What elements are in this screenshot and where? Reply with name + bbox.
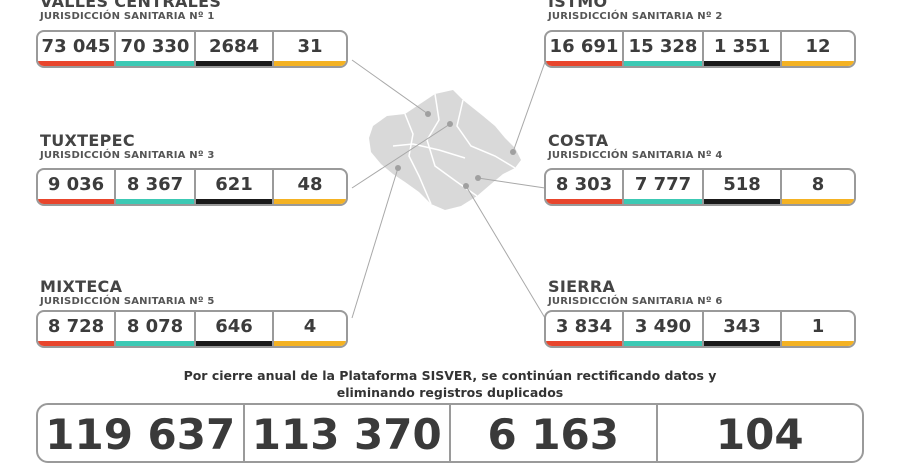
stats-istmo: 16 691 15 328 1 351 12 (544, 30, 856, 68)
stat-active: 8 (782, 170, 854, 204)
stat-recovered: 3 490 (624, 312, 704, 346)
stat-confirmed: 8 728 (38, 312, 116, 346)
stat-active: 12 (782, 32, 854, 66)
region-valles-centrales: VALLES CENTRALES JURISDICCIÓN SANITARIA … (40, 0, 221, 23)
stat-deaths: 646 (196, 312, 274, 346)
region-name: COSTA (548, 131, 609, 150)
oaxaca-map (369, 90, 521, 210)
region-name: VALLES CENTRALES (40, 0, 222, 11)
stat-deaths: 343 (704, 312, 782, 346)
region-costa: COSTA JURISDICCIÓN SANITARIA Nº 4 (548, 132, 723, 162)
stat-confirmed: 9 036 (38, 170, 116, 204)
region-name: TUXTEPEC (40, 131, 135, 150)
stat-active: 4 (274, 312, 346, 346)
stats-tuxtepec: 9 036 8 367 621 48 (36, 168, 348, 206)
region-mixteca: MIXTECA JURISDICCIÓN SANITARIA Nº 5 (40, 278, 215, 308)
stats-costa: 8 303 7 777 518 8 (544, 168, 856, 206)
stats-sierra: 3 834 3 490 343 1 (544, 310, 856, 348)
total-recovered: 113 370 (245, 405, 451, 461)
stat-deaths: 2684 (196, 32, 274, 66)
stats-valles-centrales: 73 045 70 330 2684 31 (36, 30, 348, 68)
region-jurisdiction: JURISDICCIÓN SANITARIA Nº 5 (40, 296, 215, 307)
stat-recovered: 15 328 (624, 32, 704, 66)
sisver-notice: Por cierre anual de la Plataforma SISVER… (0, 367, 900, 401)
region-jurisdiction: JURISDICCIÓN SANITARIA Nº 2 (548, 11, 723, 22)
total-active: 104 (715, 410, 804, 459)
state-totals: 119 637 113 370 6 163 104 (36, 403, 864, 463)
region-jurisdiction: JURISDICCIÓN SANITARIA Nº 6 (548, 296, 723, 307)
region-jurisdiction: JURISDICCIÓN SANITARIA Nº 1 (40, 11, 215, 22)
notice-line-1: Por cierre anual de la Plataforma SISVER… (183, 368, 717, 383)
total-deaths: 6 163 (451, 405, 658, 461)
region-istmo: ISTMO JURISDICCIÓN SANITARIA Nº 2 (548, 0, 723, 23)
stat-confirmed: 16 691 (546, 32, 624, 66)
region-name: MIXTECA (40, 277, 123, 296)
stat-recovered: 70 330 (116, 32, 196, 66)
region-jurisdiction: JURISDICCIÓN SANITARIA Nº 4 (548, 150, 723, 161)
map-shape (369, 90, 521, 210)
region-name: ISTMO (548, 0, 608, 11)
region-jurisdiction: JURISDICCIÓN SANITARIA Nº 3 (40, 150, 215, 161)
total-confirmed: 119 637 (38, 405, 245, 461)
stat-recovered: 7 777 (624, 170, 704, 204)
stat-active: 48 (274, 170, 346, 204)
region-sierra: SIERRA JURISDICCIÓN SANITARIA Nº 6 (548, 278, 723, 308)
stat-confirmed: 8 303 (546, 170, 624, 204)
stats-mixteca: 8 728 8 078 646 4 (36, 310, 348, 348)
stat-active: 31 (274, 32, 346, 66)
stat-deaths: 1 351 (704, 32, 782, 66)
stat-recovered: 8 367 (116, 170, 196, 204)
stat-deaths: 518 (704, 170, 782, 204)
stat-confirmed: 73 045 (38, 32, 116, 66)
stat-deaths: 621 (196, 170, 274, 204)
region-tuxtepec: TUXTEPEC JURISDICCIÓN SANITARIA Nº 3 (40, 132, 215, 162)
stat-confirmed: 3 834 (546, 312, 624, 346)
stat-active: 1 (782, 312, 854, 346)
stat-recovered: 8 078 (116, 312, 196, 346)
notice-line-2: eliminando registros duplicados (336, 385, 564, 400)
region-name: SIERRA (548, 277, 616, 296)
